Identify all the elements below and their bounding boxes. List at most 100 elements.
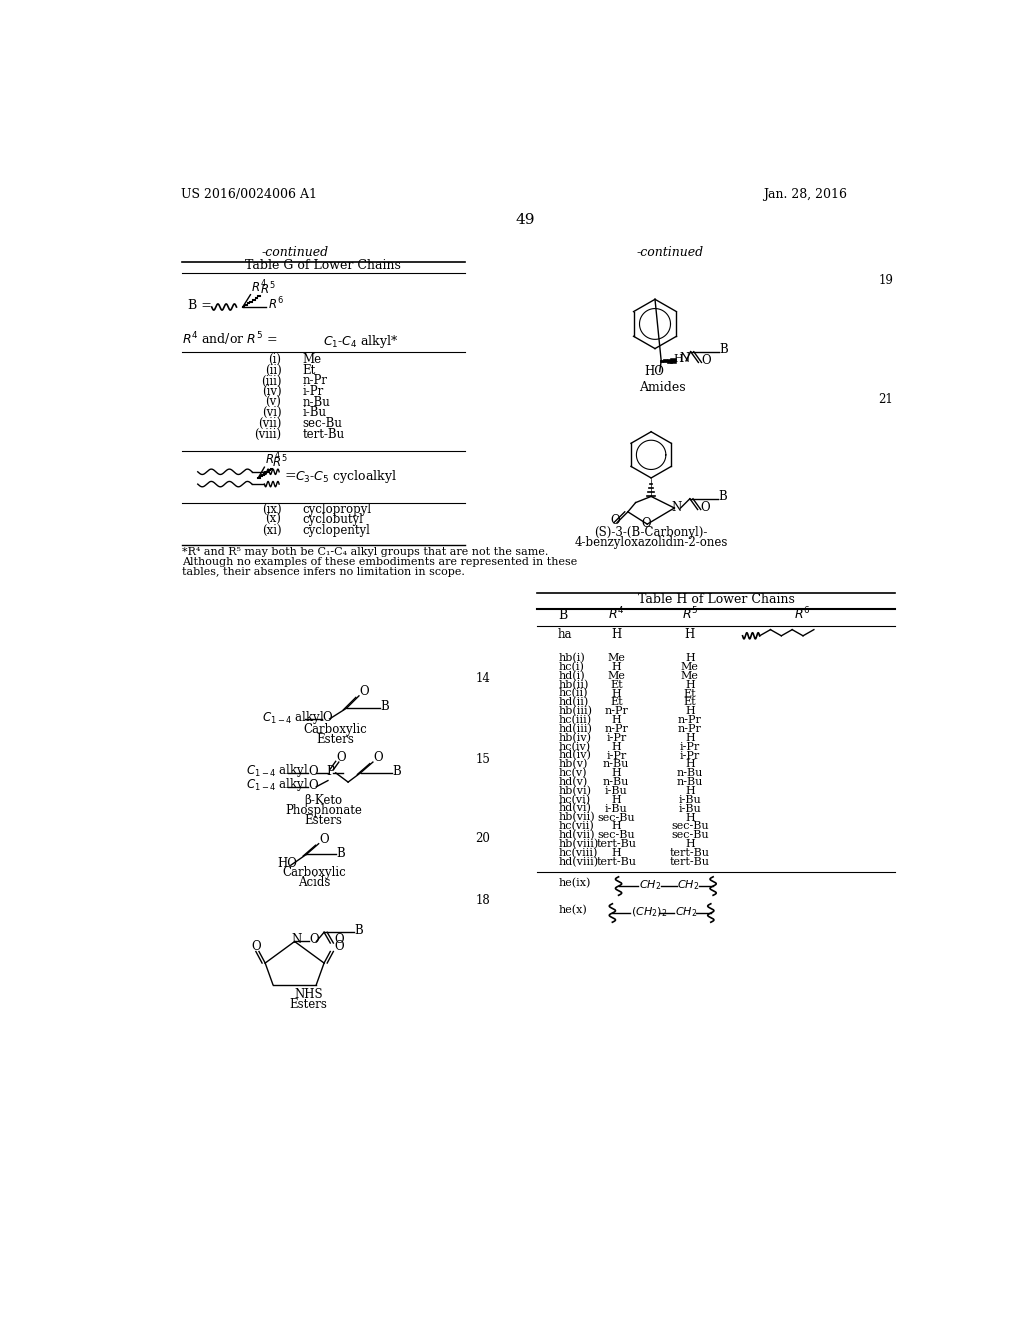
Text: (viii): (viii)	[254, 428, 282, 441]
Text: Although no examples of these embodiments are represented in these: Although no examples of these embodiment…	[182, 557, 578, 568]
Text: $R^4$: $R^4$	[265, 450, 281, 467]
Text: (iv): (iv)	[262, 385, 282, 399]
Text: O: O	[308, 766, 318, 779]
Text: Et: Et	[302, 364, 315, 376]
Text: i-Pr: i-Pr	[680, 751, 700, 760]
Text: 14: 14	[475, 672, 490, 685]
Text: O: O	[374, 751, 383, 764]
Text: B: B	[719, 343, 728, 356]
Text: Me: Me	[607, 653, 626, 663]
Text: (vii): (vii)	[258, 417, 282, 430]
Text: Esters: Esters	[290, 998, 328, 1011]
Text: n-Bu: n-Bu	[603, 759, 630, 770]
Text: i-Bu: i-Bu	[605, 804, 628, 813]
Text: 15: 15	[475, 752, 490, 766]
Text: i-Pr: i-Pr	[606, 751, 627, 760]
Text: O: O	[323, 711, 332, 725]
Text: tert-Bu: tert-Bu	[596, 840, 636, 849]
Text: hd(iv): hd(iv)	[558, 750, 591, 760]
Text: H: H	[685, 733, 694, 743]
Text: hd(iii): hd(iii)	[558, 723, 592, 734]
Text: H: H	[611, 795, 622, 805]
Text: hc(iv): hc(iv)	[558, 742, 590, 752]
Text: Table H of Lower Chains: Table H of Lower Chains	[638, 593, 795, 606]
Text: hb(v): hb(v)	[558, 759, 588, 770]
Text: Acids: Acids	[298, 876, 330, 890]
Text: Phosphonate: Phosphonate	[285, 804, 361, 817]
Text: i-Bu: i-Bu	[302, 407, 327, 420]
Text: Me: Me	[302, 354, 322, 366]
Text: n-Pr: n-Pr	[604, 725, 628, 734]
Text: i-Pr: i-Pr	[680, 742, 700, 752]
Text: hb(iii): hb(iii)	[558, 706, 592, 717]
Text: $R^5$: $R^5$	[272, 454, 288, 470]
Text: (i): (i)	[268, 354, 282, 366]
Text: $CH_2$: $CH_2$	[678, 878, 699, 892]
Text: sec-Bu: sec-Bu	[671, 821, 709, 832]
Text: -continued: -continued	[261, 247, 328, 259]
Text: Et: Et	[610, 697, 623, 708]
Text: O: O	[701, 354, 711, 367]
Text: $C_{1-4}$ alkyl: $C_{1-4}$ alkyl	[262, 709, 325, 726]
Text: hc(ii): hc(ii)	[558, 688, 588, 698]
Text: H: H	[611, 821, 622, 832]
Text: n-Pr: n-Pr	[678, 725, 701, 734]
Text: Et: Et	[684, 689, 696, 698]
Text: hc(vi): hc(vi)	[558, 795, 590, 805]
Text: H: H	[611, 628, 622, 642]
Text: n-Bu: n-Bu	[302, 396, 330, 409]
Text: tert-Bu: tert-Bu	[596, 857, 636, 867]
Text: n-Pr: n-Pr	[302, 375, 328, 388]
Text: P: P	[327, 766, 334, 779]
Text: Esters: Esters	[304, 813, 342, 826]
Text: O: O	[309, 933, 318, 946]
Text: $R^6$: $R^6$	[267, 296, 284, 313]
Text: =: =	[285, 470, 296, 483]
Text: B: B	[381, 701, 389, 714]
Text: HO: HO	[644, 364, 664, 378]
Text: hc(v): hc(v)	[558, 768, 587, 779]
Text: N: N	[680, 352, 690, 366]
Text: H: H	[685, 785, 694, 796]
Text: (vi): (vi)	[262, 407, 282, 420]
Text: Me: Me	[681, 671, 698, 681]
Text: β-Keto: β-Keto	[304, 793, 342, 807]
Text: hb(i): hb(i)	[558, 653, 585, 663]
Text: Carboxylic: Carboxylic	[283, 866, 346, 879]
Text: H: H	[685, 680, 694, 690]
Text: hc(iii): hc(iii)	[558, 715, 591, 725]
Text: B: B	[719, 490, 727, 503]
Text: $C_3$-$C_5$ cycloalkyl: $C_3$-$C_5$ cycloalkyl	[295, 469, 396, 486]
Text: $C_{1-4}$ alkyl: $C_{1-4}$ alkyl	[246, 776, 308, 793]
Text: hb(ii): hb(ii)	[558, 680, 589, 690]
Text: H: H	[611, 663, 622, 672]
Text: i-Bu: i-Bu	[605, 785, 628, 796]
Text: sec-Bu: sec-Bu	[597, 813, 635, 822]
Text: hb(iv): hb(iv)	[558, 733, 591, 743]
Text: cyclopentyl: cyclopentyl	[302, 524, 371, 537]
Text: 18: 18	[475, 894, 489, 907]
Text: (iii): (iii)	[261, 375, 282, 388]
Text: H: H	[611, 742, 622, 752]
Text: $CH_2$: $CH_2$	[675, 906, 697, 919]
Text: i-Pr: i-Pr	[606, 733, 627, 743]
Text: H: H	[685, 813, 694, 822]
Text: hd(vi): hd(vi)	[558, 804, 591, 813]
Text: B: B	[392, 766, 401, 779]
Text: $CH_2$: $CH_2$	[639, 878, 662, 892]
Text: Carboxylic: Carboxylic	[303, 723, 367, 735]
Text: tert-Bu: tert-Bu	[670, 847, 710, 858]
Text: N: N	[292, 933, 302, 946]
Text: $R^6$: $R^6$	[794, 606, 811, 622]
Text: Et: Et	[684, 697, 696, 708]
Text: *R⁴ and R⁵ may both be C₁-C₄ alkyl groups that are not the same.: *R⁴ and R⁵ may both be C₁-C₄ alkyl group…	[182, 546, 549, 557]
Text: O: O	[334, 933, 344, 946]
Text: n-Pr: n-Pr	[678, 715, 701, 725]
Text: $R^5$: $R^5$	[682, 606, 698, 622]
Text: (v): (v)	[265, 396, 282, 409]
Text: HO: HO	[278, 857, 297, 870]
Text: Me: Me	[681, 663, 698, 672]
Text: sec-Bu: sec-Bu	[671, 830, 709, 841]
Text: O: O	[334, 940, 344, 953]
Text: Esters: Esters	[316, 733, 354, 746]
